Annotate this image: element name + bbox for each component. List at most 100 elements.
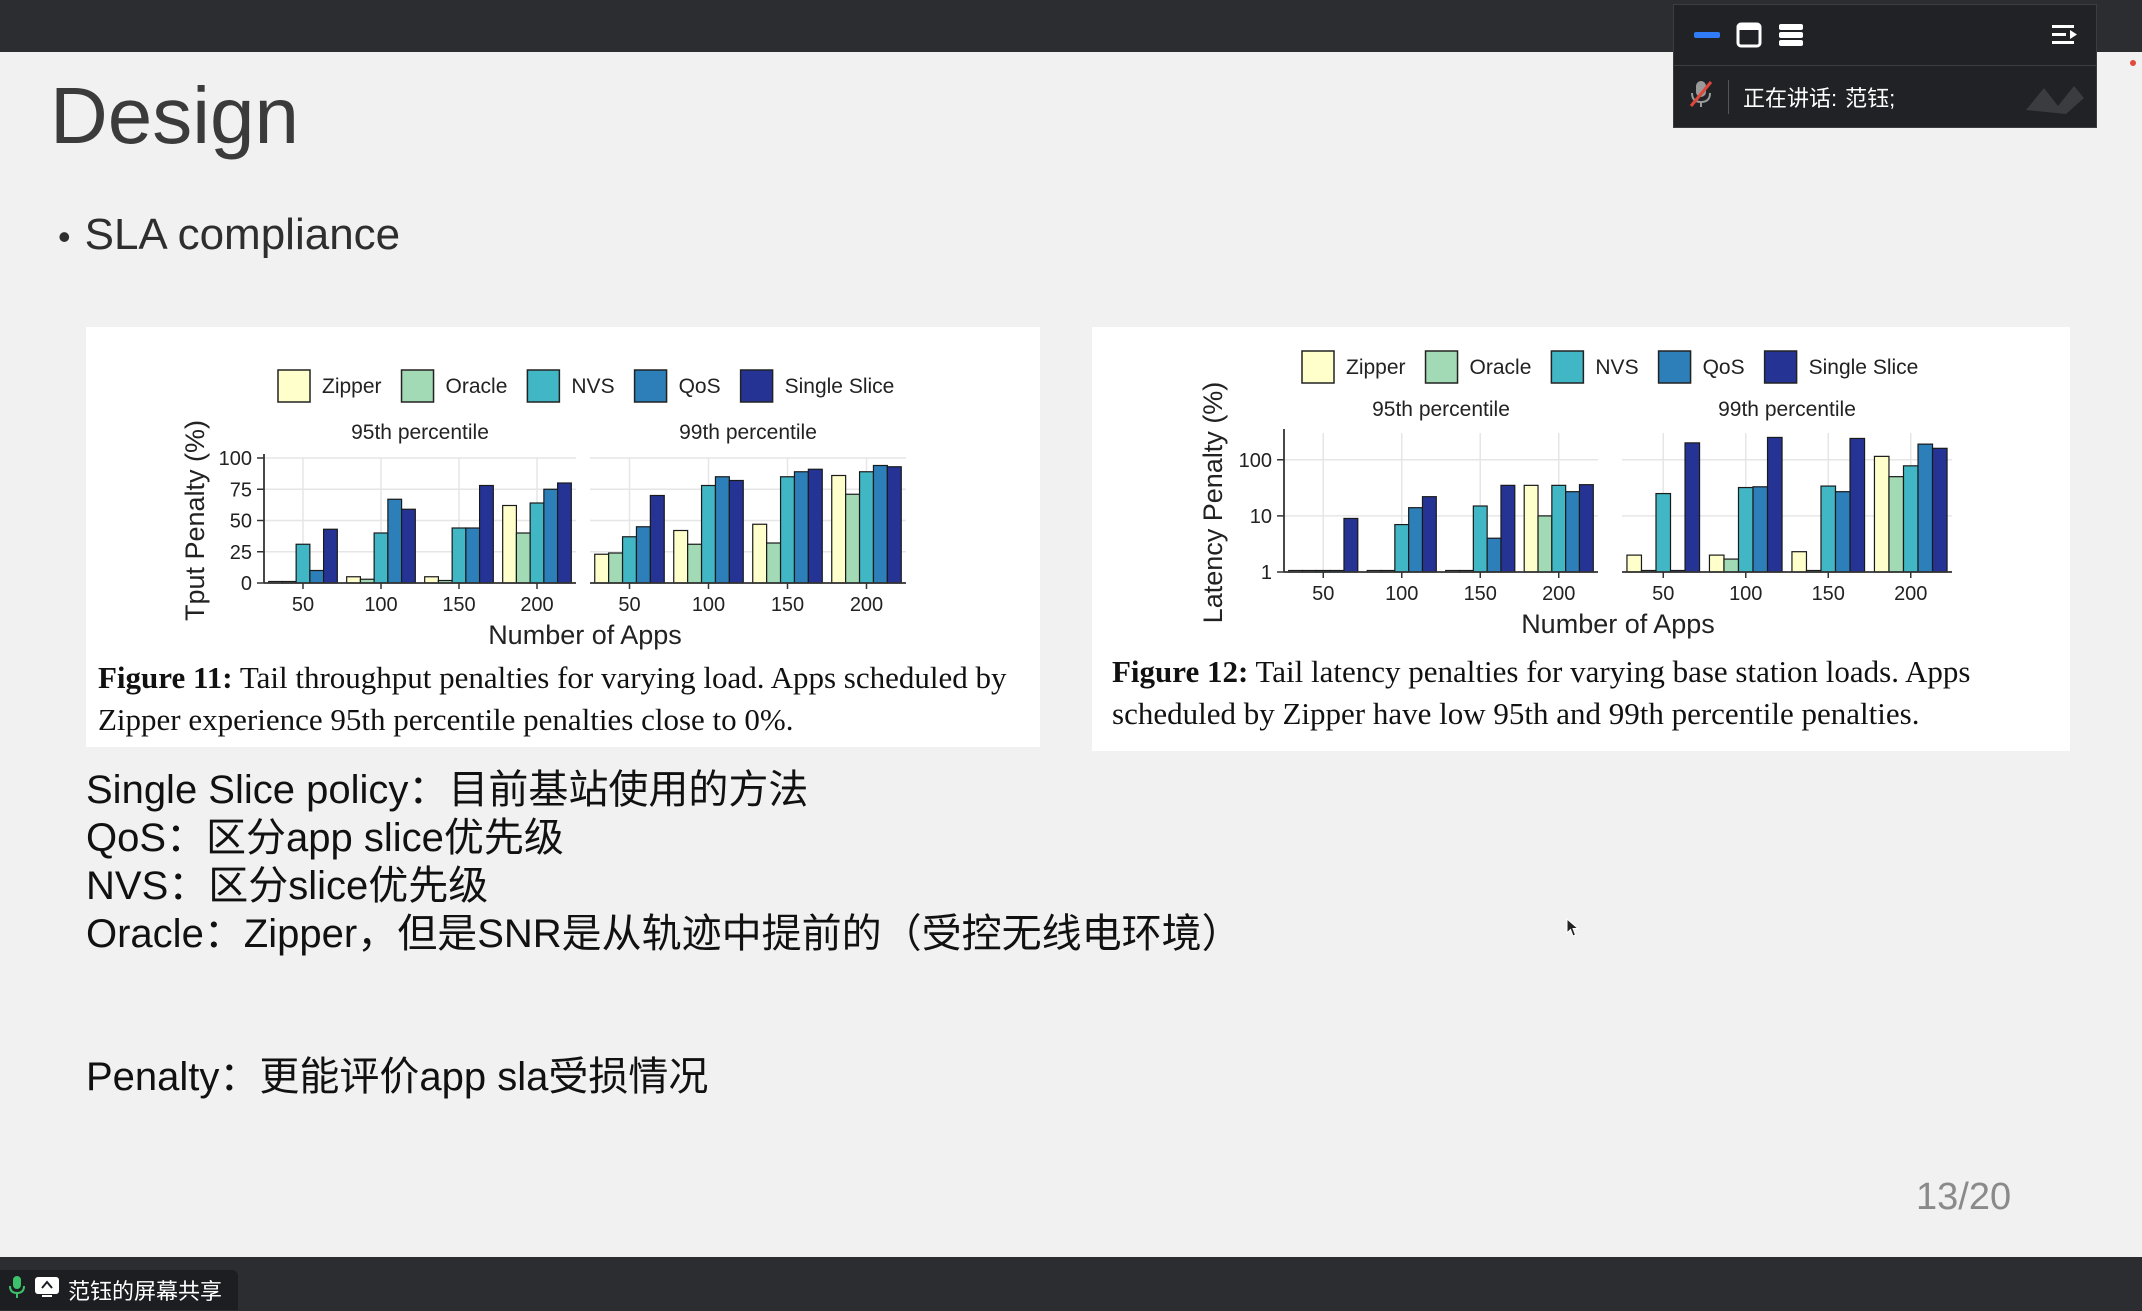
bar: [886, 466, 902, 584]
x-tick-label: 150: [442, 594, 475, 616]
x-tick-label: 50: [292, 594, 314, 616]
bar: [465, 527, 481, 584]
bar: [1537, 515, 1553, 573]
screen-share-badge[interactable]: 范钰的屏幕共享: [0, 1270, 239, 1310]
minimize-icon[interactable]: [1686, 15, 1728, 55]
divider: [1728, 80, 1729, 114]
figure-12-caption-text: Tail latency penalties for varying base …: [1112, 654, 1971, 731]
mic-muted-icon[interactable]: [1688, 79, 1714, 115]
legend-swatch: [739, 369, 774, 403]
panel-title: 95th percentile: [1372, 398, 1510, 421]
bar: [1523, 484, 1539, 573]
bar: [1888, 476, 1905, 573]
meeting-panel: 正在讲话: 范钰;: [1673, 4, 2097, 128]
x-axis-label: Number of Apps: [488, 620, 682, 650]
bar: [752, 523, 768, 584]
bar: [1408, 507, 1424, 573]
figure-11: Zipper Oracle NVS QoS Single Slice Tput Penal…: [86, 327, 1040, 747]
x-tick-label: 150: [1464, 583, 1497, 605]
figure-12-caption-label: Figure 12:: [1112, 654, 1249, 689]
note-line: Oracle：Zipper，但是SNR是从轨迹中提前的（受控无线电环境）: [86, 912, 1242, 956]
legend-swatch: [1424, 350, 1459, 384]
x-tick-label: 150: [771, 594, 804, 616]
x-tick-label: 200: [520, 594, 553, 616]
bar: [673, 529, 689, 584]
bar: [1565, 491, 1581, 573]
figure-12: Zipper Oracle NVS QoS Single Slice Latency Pe…: [1092, 327, 2070, 751]
figure-11-caption: Figure 11: Tail throughput penalties for…: [98, 657, 1028, 741]
bar: [1343, 517, 1359, 573]
bar: [515, 532, 531, 584]
bar: [1708, 554, 1725, 573]
y-tick-label: 25: [230, 542, 252, 564]
bar: [1421, 496, 1437, 573]
bar: [766, 542, 782, 584]
bar: [872, 464, 888, 584]
legend-label: Oracle: [1470, 356, 1532, 379]
bar: [831, 474, 847, 584]
collapse-panel-icon[interactable]: [2044, 15, 2086, 55]
bar: [295, 543, 311, 584]
x-tick-label: 100: [364, 594, 397, 616]
x-tick-label: 100: [1729, 583, 1762, 605]
bar: [1578, 484, 1594, 573]
panel-title: 95th percentile: [351, 421, 489, 444]
bar: [1791, 551, 1808, 573]
window-icon[interactable]: [1728, 15, 1770, 55]
speaking-label: 正在讲话:: [1743, 86, 1838, 111]
legend-label: NVS: [1595, 356, 1638, 379]
legend-label: QoS: [679, 375, 721, 398]
bar: [1723, 558, 1740, 573]
y-tick-label: 75: [230, 479, 252, 501]
legend-label: Single Slice: [785, 375, 895, 398]
bar: [1655, 492, 1672, 573]
note-line: Single Slice policy：目前基站使用的方法: [86, 768, 809, 812]
bar: [1752, 486, 1769, 573]
share-label: 范钰的屏幕共享: [68, 1279, 223, 1304]
bar: [543, 488, 559, 584]
legend-label: Oracle: [446, 375, 508, 398]
x-tick-label: 50: [1652, 583, 1674, 605]
bar: [845, 493, 861, 584]
bar: [1873, 455, 1890, 573]
signal-logo: [2022, 80, 2086, 122]
bar: [400, 508, 416, 584]
x-tick-label: 200: [1894, 583, 1927, 605]
legend-label: Single Slice: [1809, 356, 1919, 379]
bar: [478, 484, 494, 584]
bar: [1902, 465, 1919, 573]
list-view-icon[interactable]: [1770, 15, 1812, 55]
bar: [1500, 484, 1516, 573]
figure-12-chart: Zipper Oracle NVS QoS Single Slice Latency Pe…: [1198, 350, 1952, 639]
bar: [1551, 484, 1567, 573]
figure-11-chart: Zipper Oracle NVS QoS Single Slice Tput Penal…: [180, 369, 906, 650]
x-tick-label: 100: [1385, 583, 1418, 605]
x-tick-label: 50: [618, 594, 640, 616]
legend-label: NVS: [571, 375, 614, 398]
panel-title: 99th percentile: [1718, 398, 1856, 421]
bar: [1394, 523, 1410, 573]
slide-title: Design: [50, 71, 300, 160]
bar: [451, 527, 467, 584]
figure-12-caption: Figure 12: Tail latency penalties for va…: [1112, 651, 2062, 735]
legend-swatch: [400, 369, 435, 403]
bar: [621, 536, 638, 584]
notification-dot: [2130, 60, 2136, 66]
bar: [309, 569, 325, 584]
note-line: NVS：区分slice优先级: [86, 864, 489, 908]
y-tick-label: 0: [241, 573, 252, 595]
bar: [635, 526, 651, 584]
bullet-item: • SLA compliance: [58, 210, 400, 260]
bar: [387, 498, 403, 584]
penalty-note: Penalty：更能评价app sla受损情况: [86, 1055, 709, 1099]
bar: [1917, 443, 1934, 573]
x-tick-label: 100: [692, 594, 725, 616]
bar: [779, 476, 796, 584]
bar: [1766, 436, 1783, 573]
y-tick-label: 10: [1250, 506, 1272, 528]
x-tick-label: 50: [1312, 583, 1334, 605]
bar: [502, 504, 518, 584]
bar: [807, 468, 823, 584]
bar: [373, 532, 389, 584]
page-number: 13/20: [1916, 1176, 2012, 1218]
